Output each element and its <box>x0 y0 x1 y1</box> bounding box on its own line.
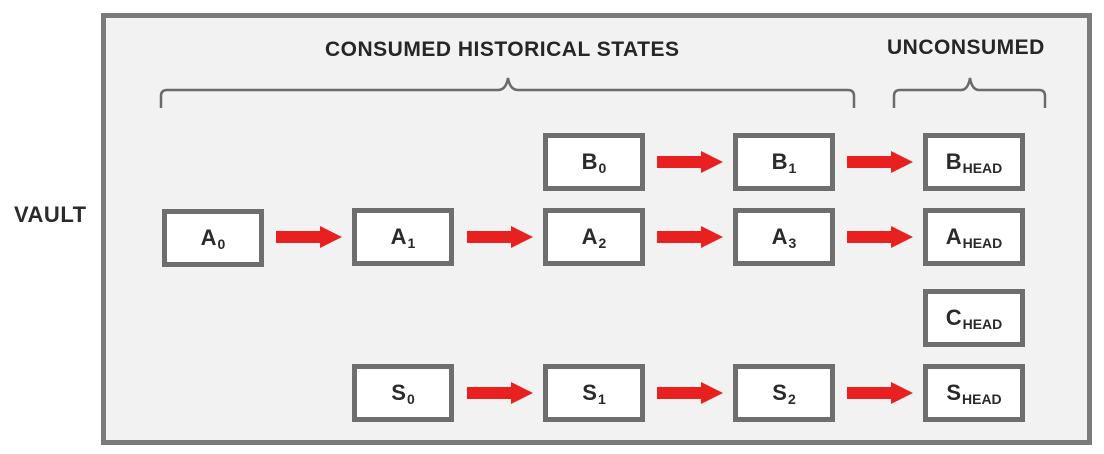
state-subscript: 3 <box>788 235 797 251</box>
unconsumed-brace <box>892 77 1047 108</box>
arrow-a2-a3 <box>657 226 723 248</box>
arrow-s1-s2 <box>657 382 723 404</box>
arrow-a1-a2 <box>467 226 533 248</box>
state-subscript: 0 <box>217 236 226 252</box>
state-subscript: 0 <box>406 391 415 407</box>
state-subscript: HEAD <box>962 391 1002 407</box>
state-c-head: C HEAD <box>923 289 1025 347</box>
arrow-a0-a1 <box>276 226 342 248</box>
state-letter: S <box>582 380 597 405</box>
unconsumed-heading: UNCONSUMED <box>887 36 1045 59</box>
state-subscript: 1 <box>597 391 606 407</box>
arrow-s2-shead <box>847 382 913 404</box>
state-subscript: 2 <box>598 235 607 251</box>
state-letter: S <box>772 380 787 405</box>
state-letter: A <box>200 225 217 250</box>
state-subscript: 0 <box>598 160 607 176</box>
state-letter: B <box>945 149 962 174</box>
state-b-head: B HEAD <box>923 133 1025 191</box>
state-letter: A <box>581 224 598 249</box>
arrow-b1-bhead <box>847 151 913 173</box>
state-subscript: HEAD <box>962 316 1003 332</box>
state-letter: S <box>946 380 961 405</box>
consumed-heading: CONSUMED HISTORICAL STATES <box>325 38 680 61</box>
arrow-b0-b1 <box>657 151 723 173</box>
state-subscript: 2 <box>787 391 796 407</box>
state-letter: S <box>391 380 406 405</box>
state-letter: A <box>390 224 407 249</box>
state-letter: A <box>771 224 788 249</box>
state-letter: A <box>945 224 962 249</box>
arrow-a3-ahead <box>847 226 913 248</box>
consumed-brace <box>159 77 856 108</box>
state-letter: B <box>771 149 788 174</box>
state-letter: B <box>581 149 598 174</box>
state-subscript: 1 <box>407 235 416 251</box>
vault-label: VAULT <box>14 202 87 227</box>
state-subscript: HEAD <box>962 160 1003 176</box>
state-subscript: HEAD <box>962 235 1003 251</box>
state-letter: C <box>945 305 962 330</box>
state-a-head: A HEAD <box>923 208 1025 266</box>
arrow-s0-s1 <box>467 382 533 404</box>
state-s-head: S HEAD <box>923 364 1025 422</box>
state-subscript: 1 <box>788 160 797 176</box>
